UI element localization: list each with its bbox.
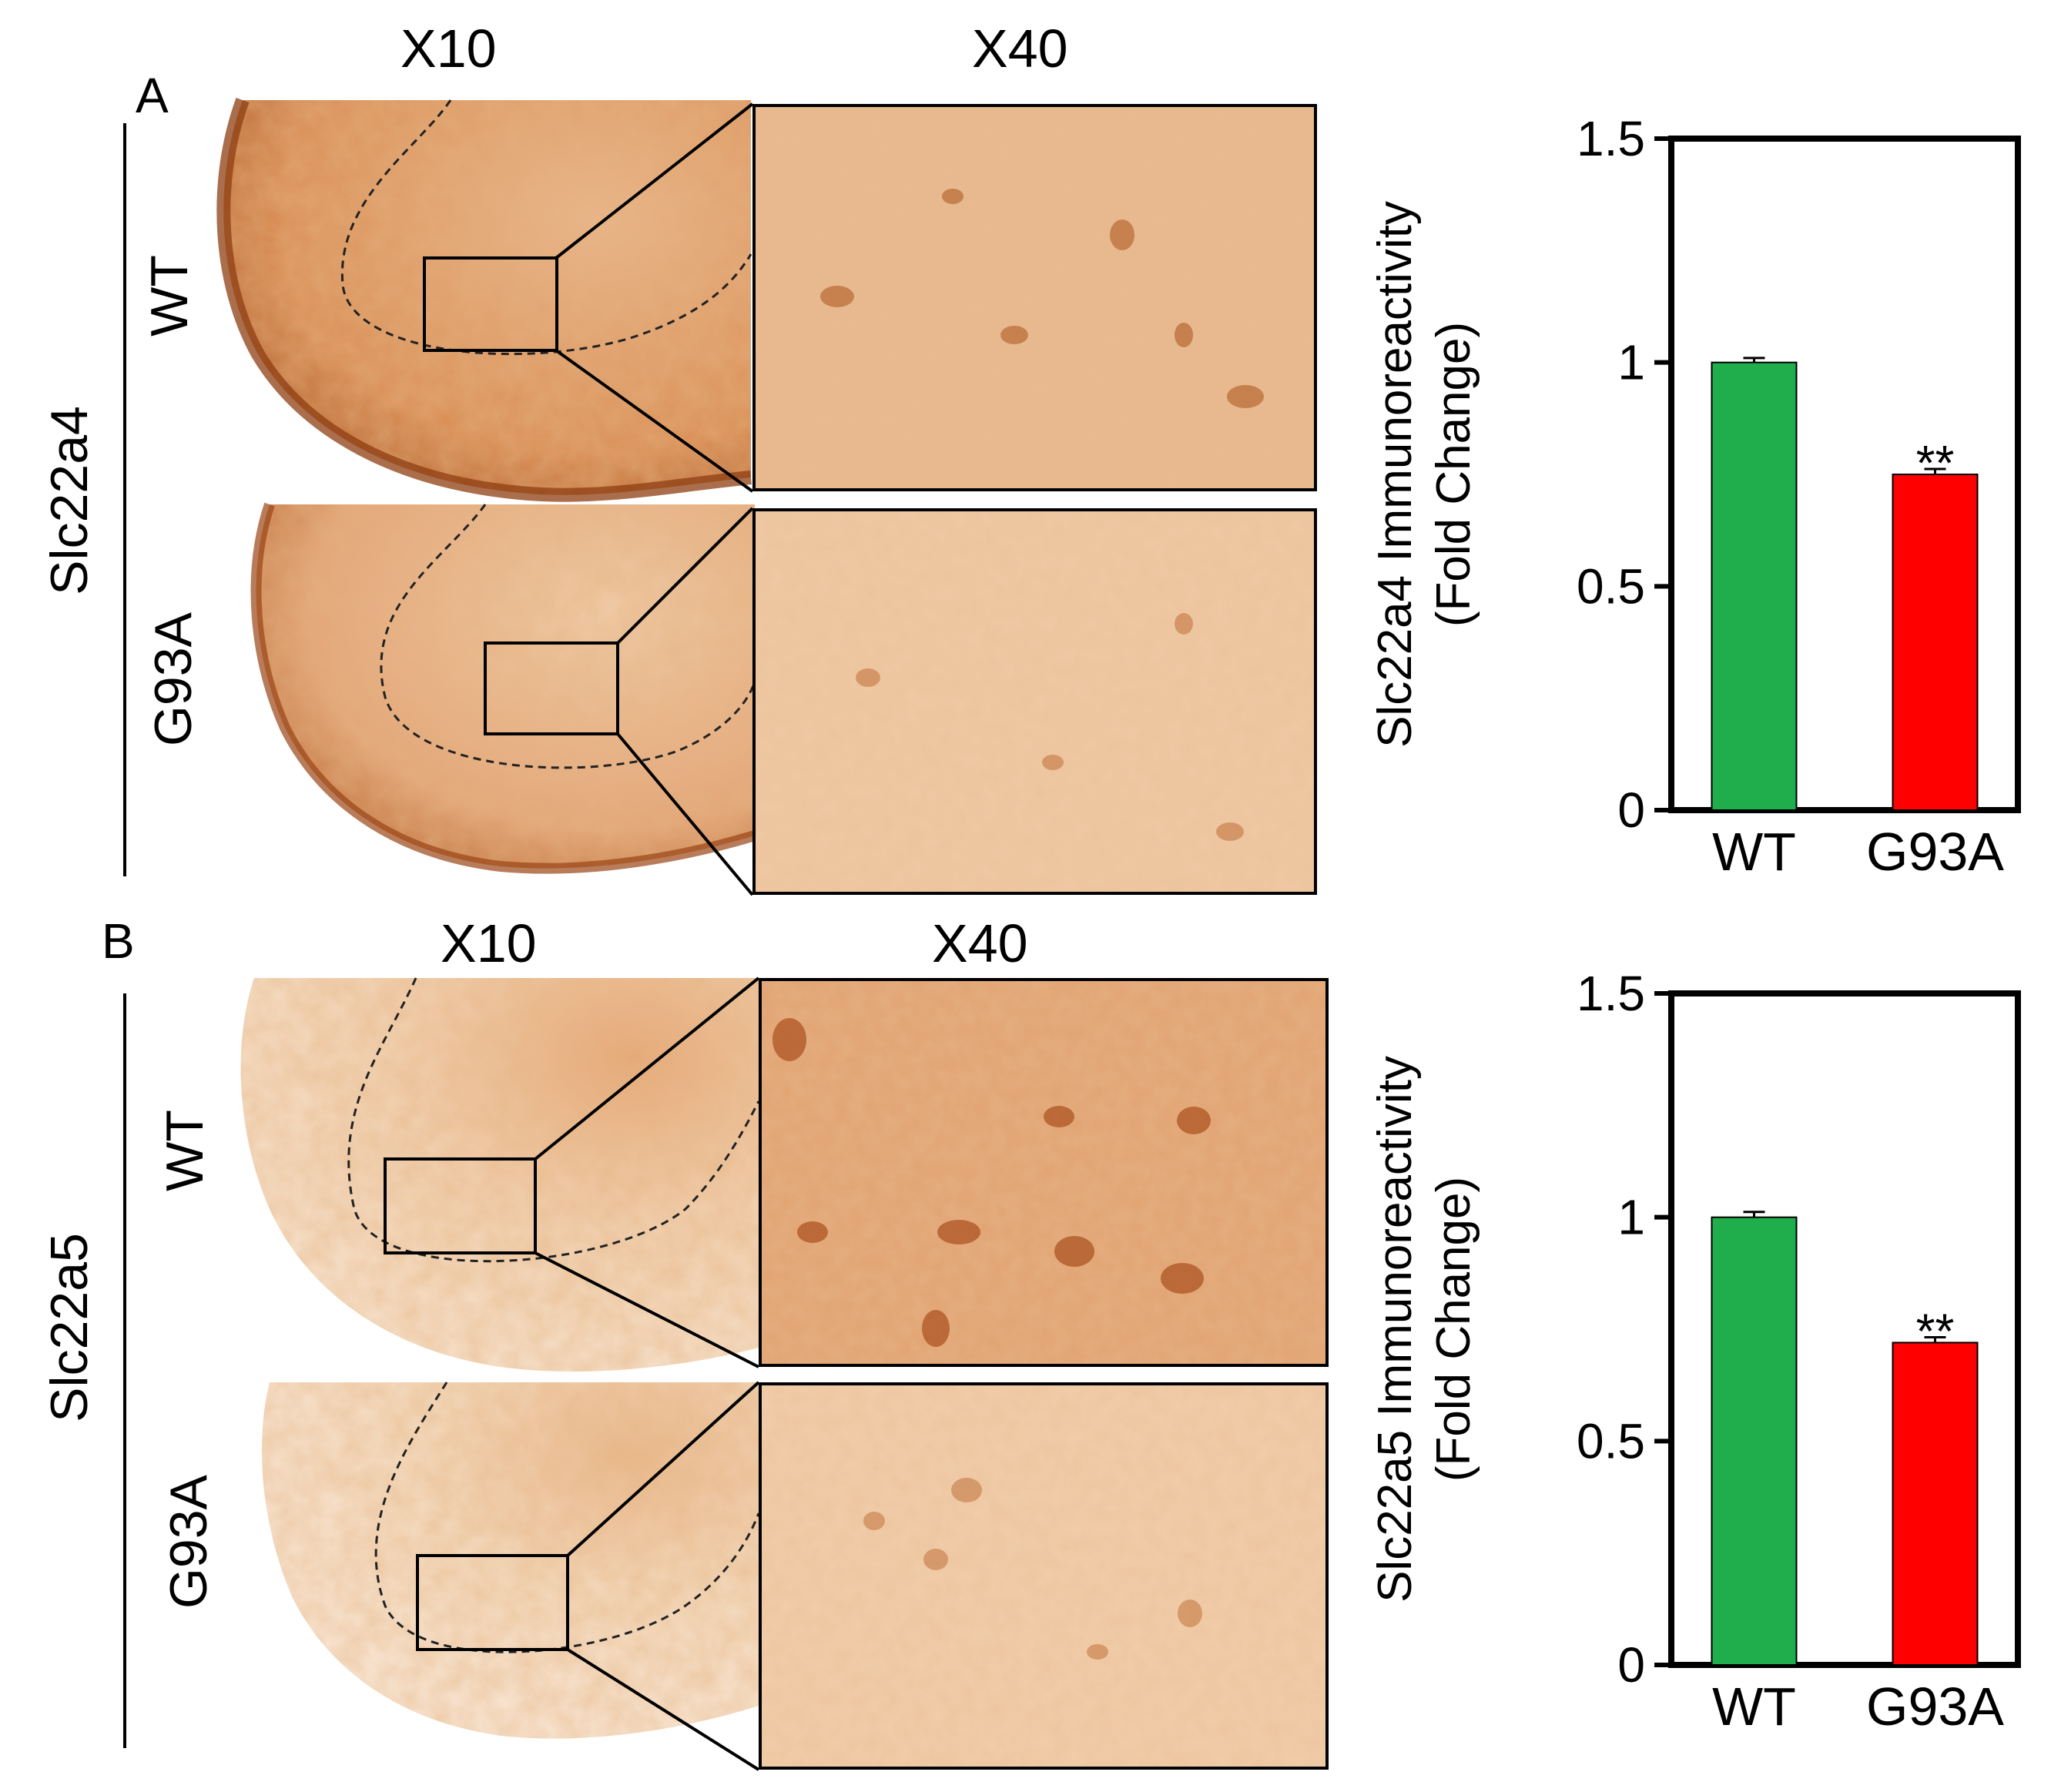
bar-chart-slc22a5: 0 0.5 1 1.5 Slc22a5 Immunoreactivity (Fold Ch… (1369, 966, 2021, 1737)
panel-letter-a: A (136, 68, 169, 123)
chart-b-ytick-label: 1.5 (1577, 966, 1645, 1021)
micrograph-x40-g93a-b (759, 1382, 1329, 1770)
micrograph-x10-wt-b (240, 977, 760, 1372)
chart-a-ytick-label: 0.5 (1577, 558, 1645, 614)
chart-a-bar-wt (1711, 361, 1798, 811)
chart-b-xtick-label-wt: WT (1712, 1676, 1796, 1737)
chart-b-ytick-label: 0.5 (1577, 1413, 1645, 1469)
chart-b-ytick-label: 0 (1617, 1637, 1645, 1693)
chart-a-ylabel-line2: (Fold Change) (1427, 322, 1480, 627)
chart-a-ylabel-line1: Slc22a4 Immunoreactivity (1369, 201, 1422, 748)
chart-a-ytick-label: 1.5 (1577, 111, 1645, 166)
micrograph-x40-wt-a (752, 104, 1317, 491)
chart-a-ytick-label: 0 (1617, 782, 1645, 838)
chart-b-plot-frame (1668, 990, 2021, 1668)
magnification-x40-a: X40 (972, 18, 1068, 79)
chart-a-ytick-label: 1 (1617, 335, 1645, 390)
micrograph-x10-g93a-a (250, 502, 757, 874)
magnification-x40-b: X40 (932, 913, 1028, 973)
chart-b-bar-wt (1711, 1216, 1798, 1666)
bracket-line-b (123, 993, 126, 1748)
bar-chart-slc22a4: 0 0.5 1 1.5 Slc22a4 Immunoreactivity (Fold Ch… (1369, 111, 2021, 882)
chart-b-xtick-label-g93a: G93A (1866, 1676, 2004, 1737)
bracket-line-a (123, 123, 126, 876)
magnification-x10-b: X10 (441, 913, 537, 973)
chart-b-bar-g93a (1892, 1341, 1979, 1666)
chart-a-xtick-label-g93a: G93A (1866, 822, 2004, 882)
zoom-lines-a (555, 102, 754, 896)
panel-letter-b: B (102, 913, 135, 969)
micrograph-x40-wt-b (759, 978, 1329, 1367)
chart-a-plot-frame (1668, 136, 2021, 813)
chart-b-significance-g93a: ** (1916, 1303, 1955, 1358)
chart-a-xtick-label-wt: WT (1712, 822, 1796, 882)
chart-b-ylabel-line1: Slc22a5 Immunoreactivity (1369, 1056, 1422, 1603)
chart-a-significance-g93a: ** (1916, 435, 1955, 491)
micrograph-x40-g93a-a (752, 508, 1317, 895)
chart-b-ytick-label: 1 (1617, 1190, 1645, 1245)
magnification-x10-a: X10 (400, 18, 497, 79)
chart-a-bar-g93a (1892, 474, 1979, 811)
micrograph-x10-g93a-b (262, 1382, 760, 1739)
chart-b-ylabel-line2: (Fold Change) (1427, 1177, 1480, 1482)
zoom-lines-b (534, 976, 760, 1771)
